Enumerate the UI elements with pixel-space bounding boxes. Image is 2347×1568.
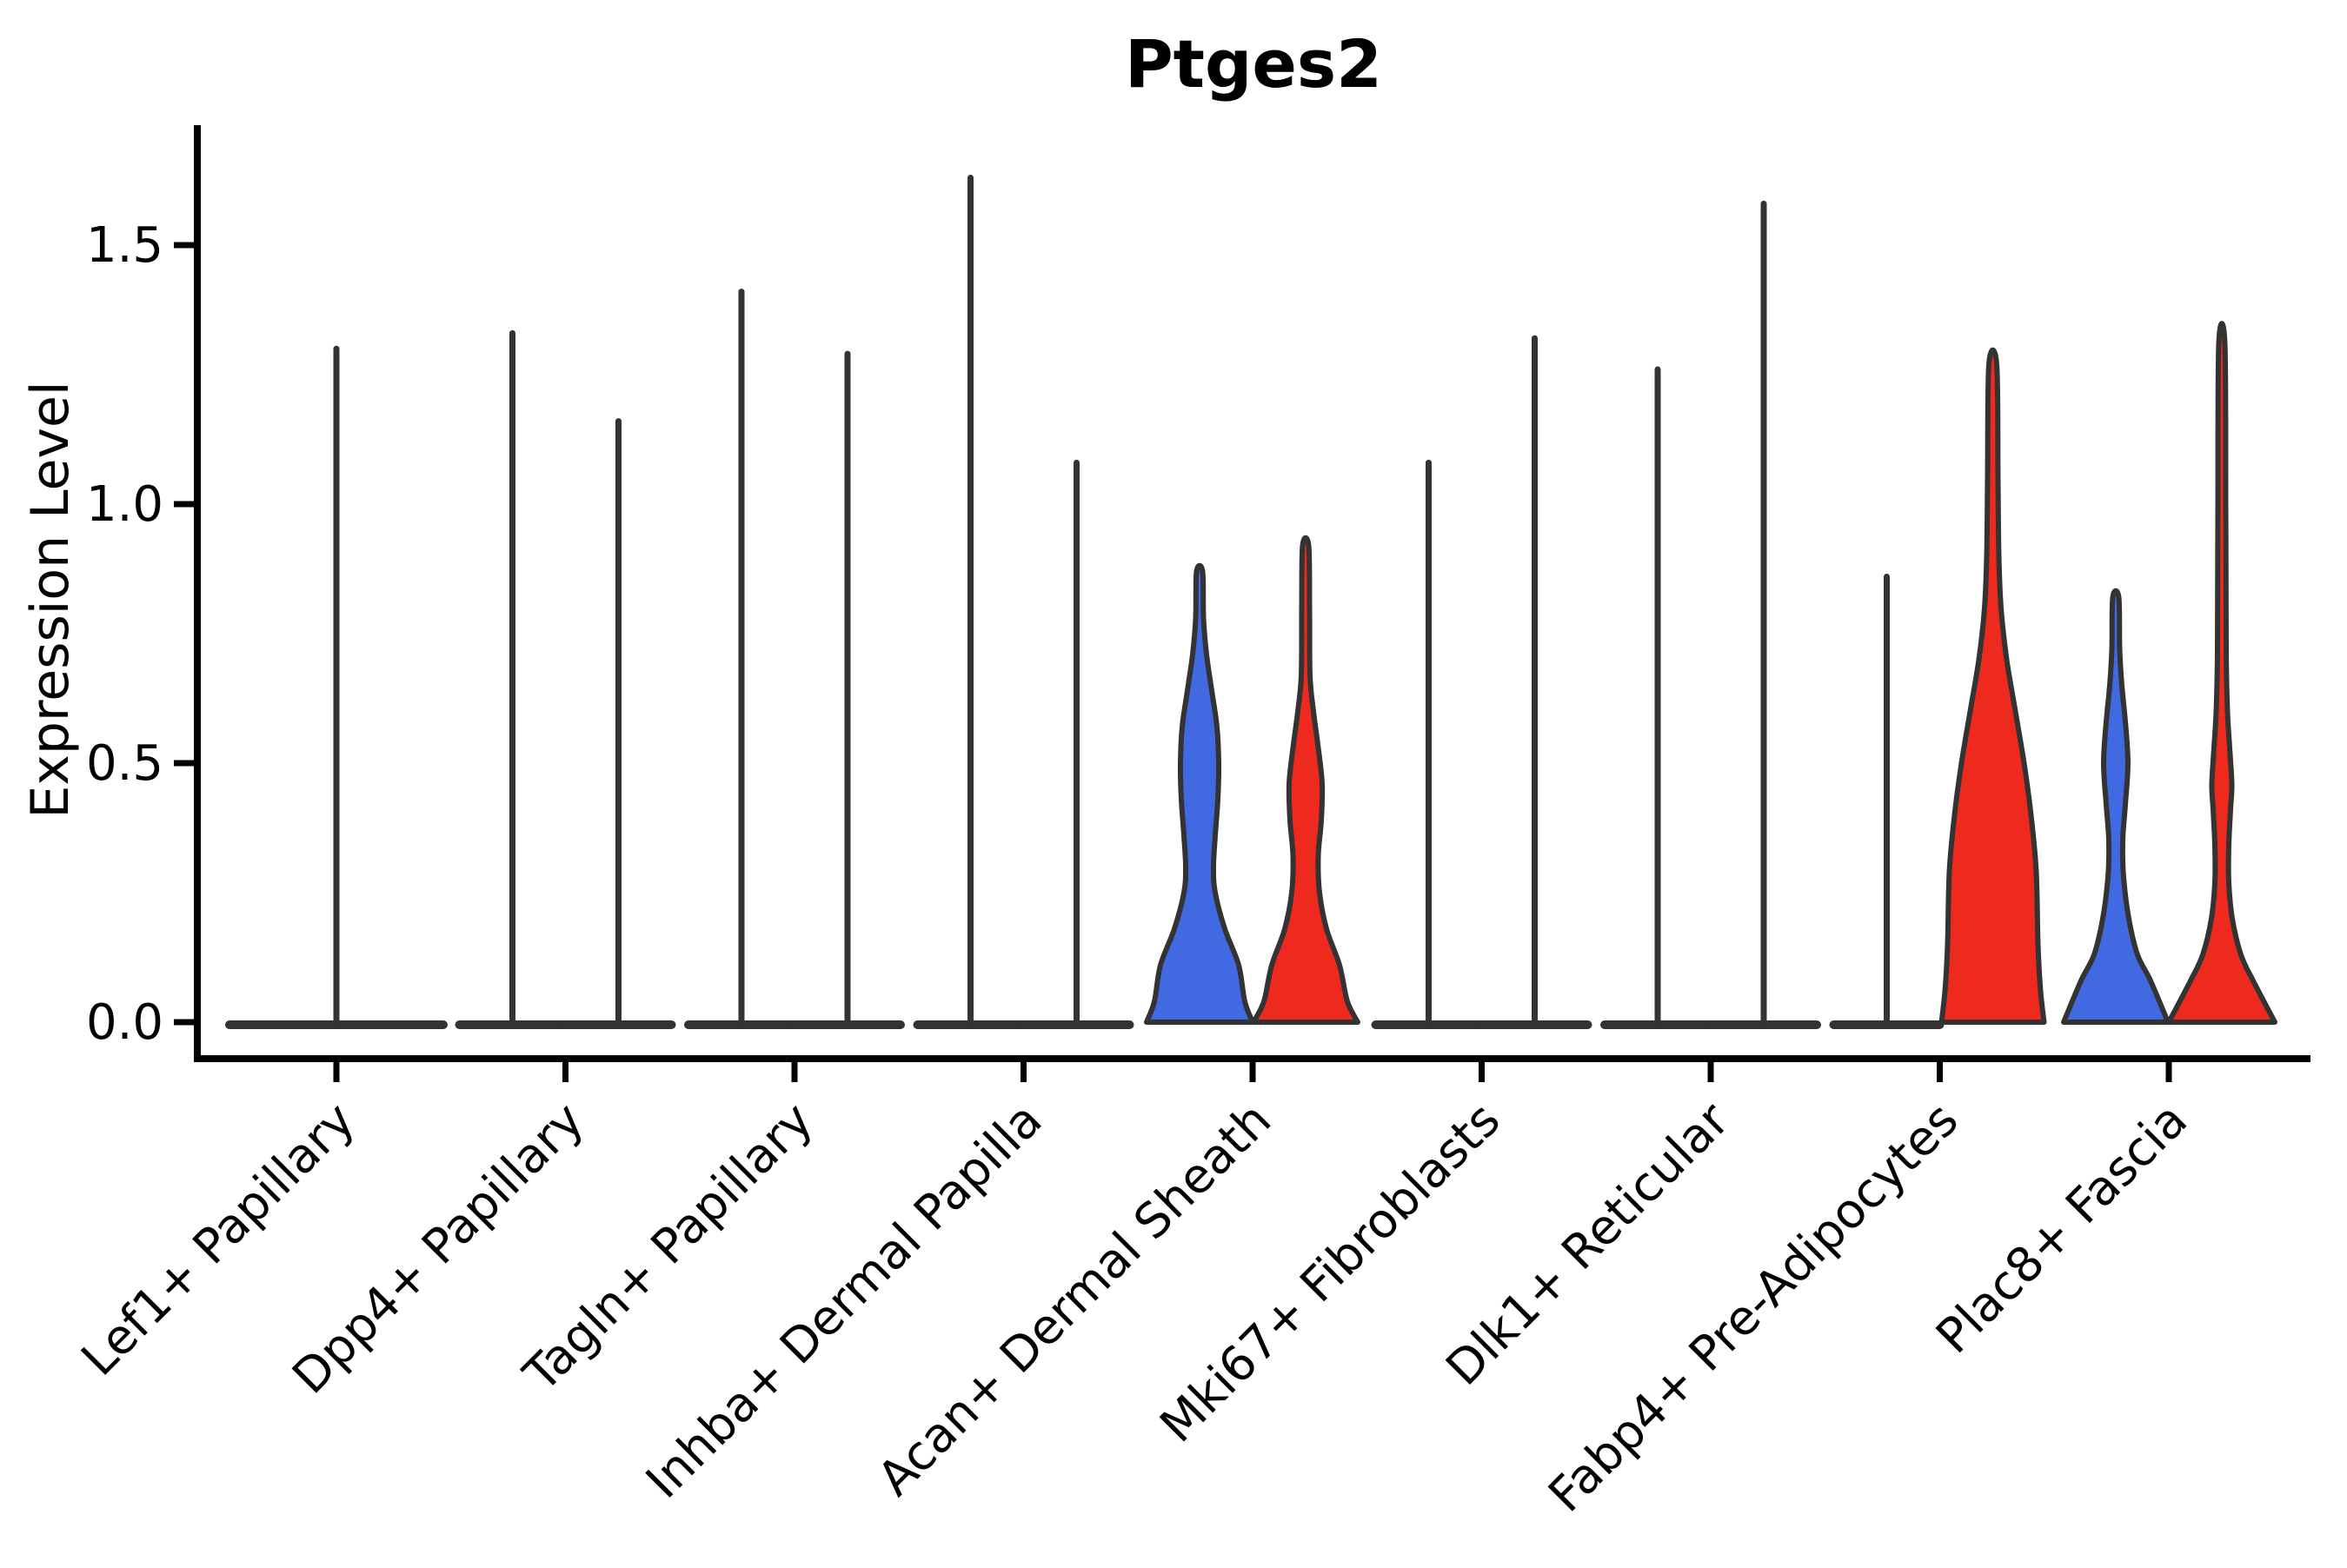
violin-shape [2166,321,2277,1025]
chart-title: Ptges2 [1125,25,1382,103]
violin [913,175,1028,1029]
violin [1938,347,2047,1025]
violin [561,418,676,1029]
x-tick-label: Acan+ Dermal Sheath [867,1092,1281,1506]
violin [2061,588,2171,1025]
x-tick-label: Fabp4+ Pre-Adipocytes [1538,1092,1969,1523]
y-tick-label: 0.0 [86,994,163,1051]
violin [790,350,905,1029]
violins-layer [225,175,2277,1029]
y-tick-label: 1.5 [86,217,163,274]
violin [455,329,570,1029]
violin [225,345,448,1029]
y-axis-label: Expression Level [20,381,81,818]
violin [1251,535,1360,1025]
violin [1829,573,1945,1029]
y-axis: 0.0 0.5 1.0 1.5 [86,125,201,1059]
violin [1371,459,1486,1029]
violin-shape [2061,588,2171,1025]
violin-shape [1938,347,2047,1025]
y-tick-label: 1.0 [86,476,163,533]
violin-shape [1251,535,1360,1025]
violin [1144,562,1255,1025]
violin [2166,321,2277,1025]
x-tick-label: Inhba+ Dermal Papilla [635,1092,1053,1509]
violin [1706,200,1821,1029]
violin [1600,366,1715,1029]
violin [1019,459,1134,1029]
violin [684,289,799,1029]
violin-shape [1144,562,1255,1025]
y-tick-label: 0.5 [86,735,163,792]
violin [1477,335,1592,1029]
